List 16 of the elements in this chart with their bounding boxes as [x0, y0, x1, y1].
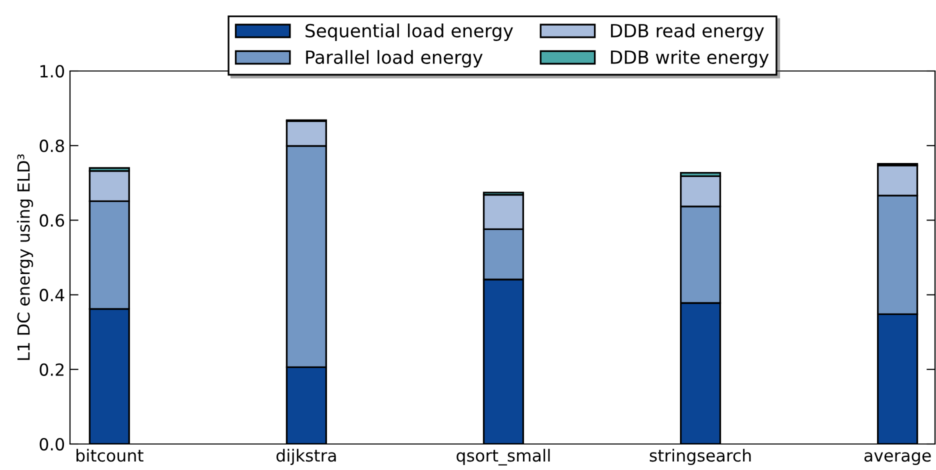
y-tick-label: 0.4	[40, 288, 64, 302]
legend-label: DDB write energy	[611, 50, 769, 68]
x-tick-label: qsort_small	[456, 448, 550, 466]
y-tick-label: 0.2	[40, 363, 64, 376]
legend-label: DDB read energy	[611, 24, 764, 42]
y-axis-title: L1 DC energy using ELD³	[16, 154, 34, 360]
y-tick-label: 0.6	[40, 214, 64, 227]
y-tick-label: 0.8	[40, 140, 64, 152]
x-tick-label: bitcount	[76, 448, 144, 462]
y-tick-label: 0.0	[40, 438, 64, 451]
legend-label: Sequential load energy	[306, 24, 514, 42]
y-tick-label: 1.0	[40, 64, 64, 78]
x-tick-label: average	[864, 452, 931, 465]
x-tick-label: stringsearch	[650, 448, 751, 465]
x-tick-label: dijkstra	[276, 448, 336, 465]
legend-label: Parallel load energy	[306, 50, 483, 68]
